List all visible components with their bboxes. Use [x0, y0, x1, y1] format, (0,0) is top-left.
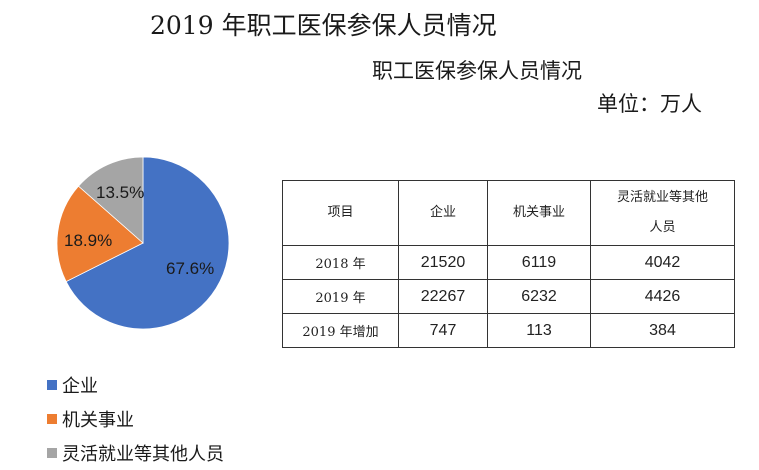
table-cell: 21520 [398, 245, 488, 280]
legend-swatch-enterprise [47, 380, 57, 390]
pie-chart [56, 156, 230, 330]
pie-label-institution: 18.9% [64, 231, 113, 250]
legend-swatch-institution [47, 414, 57, 424]
pie-label-enterprise: 67.6% [166, 259, 215, 278]
legend-swatch-flexible [47, 448, 57, 458]
table-cell: 22267 [398, 279, 488, 314]
table-row: 2019 年 22267 6232 4426 [282, 279, 735, 314]
column-header: 灵活就业等其他 人员 [590, 180, 735, 246]
table-cell: 384 [590, 313, 735, 348]
table-header-row: 项目 企业 机关事业 灵活就业等其他 人员 [282, 180, 735, 246]
table-cell: 6232 [487, 279, 591, 314]
legend-item-flexible: 灵活就业等其他人员 [47, 436, 224, 470]
pie-slice-flexible [77, 156, 144, 244]
table-row: 2019 年增加 747 113 384 [282, 313, 735, 348]
unit-label: 单位：万人 [597, 92, 702, 116]
column-header-line1: 灵活就业等其他 [616, 190, 708, 205]
table-cell: 113 [487, 313, 591, 348]
table-cell: 2018 年 [282, 245, 399, 280]
table-row: 2018 年 21520 6119 4042 [282, 245, 735, 280]
legend-item-enterprise: 企业 [47, 368, 224, 402]
table-cell: 747 [398, 313, 488, 348]
data-table: 项目 企业 机关事业 灵活就业等其他 人员 2018 年 21520 6119 4… [282, 180, 735, 348]
column-header-line2: 人员 [649, 220, 676, 235]
legend-item-institution: 机关事业 [47, 402, 224, 436]
column-header: 企业 [398, 180, 488, 246]
table-cell: 2019 年 [282, 279, 399, 314]
column-header: 项目 [282, 180, 399, 246]
pie-label-flexible: 13.5% [96, 183, 145, 202]
table-cell: 2019 年增加 [282, 313, 399, 348]
chart-legend: 企业 机关事业 灵活就业等其他人员 [47, 368, 224, 470]
legend-label: 企业 [62, 376, 98, 397]
pie-slice-enterprise [65, 156, 230, 330]
table-cell: 4042 [590, 245, 735, 280]
pie-slice-institution [56, 185, 144, 283]
legend-label: 机关事业 [62, 410, 134, 431]
table-cell: 4426 [590, 279, 735, 314]
table-cell: 6119 [487, 245, 591, 280]
column-header: 机关事业 [487, 180, 591, 246]
page-title: 2019 年职工医保参保人员情况 [150, 11, 497, 40]
chart-subtitle: 职工医保参保人员情况 [372, 59, 582, 83]
legend-label: 灵活就业等其他人员 [62, 444, 224, 465]
